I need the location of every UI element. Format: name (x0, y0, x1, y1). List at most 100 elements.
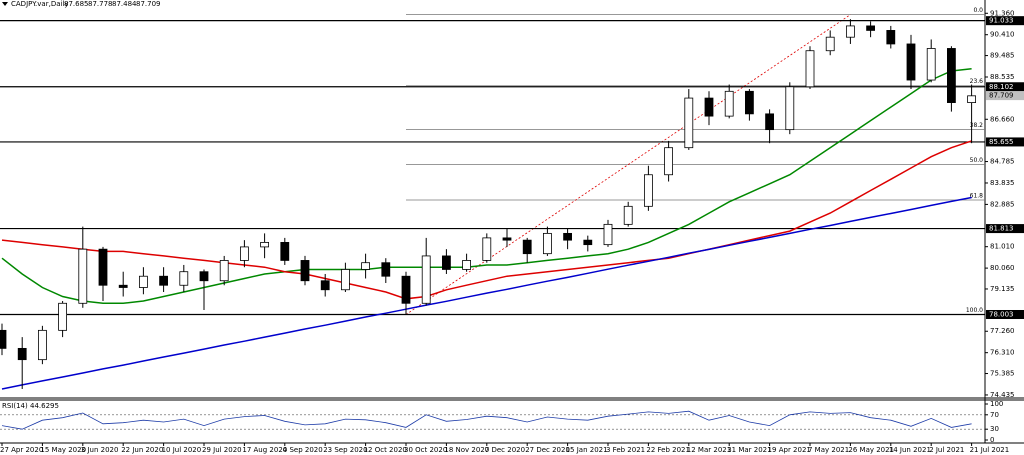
candle-body (886, 30, 896, 45)
price-line-label: 91.033 (989, 17, 1014, 25)
y-tick-label: 75.385 (990, 370, 1015, 378)
candle-body (502, 237, 512, 241)
x-tick-label: 29 Jul 2020 (202, 446, 242, 454)
rsi-value: 44.6295 (30, 402, 59, 410)
fib-label: 61.8 (970, 193, 984, 200)
candle-body (947, 48, 956, 103)
candle-body (401, 275, 411, 304)
rsi-tick-label: 0 (990, 436, 994, 444)
x-tick-label: 7 Dec 2020 (485, 446, 525, 454)
x-tick-label: 23 Sep 2020 (323, 446, 367, 454)
rsi-line (1, 410, 972, 430)
candle-body (623, 205, 633, 225)
y-tick-label: 90.410 (990, 31, 1015, 39)
x-tick-label: 7 May 2021 (808, 446, 849, 454)
price-line-label: 81.813 (989, 225, 1014, 233)
candle-body (381, 262, 391, 277)
y-tick-label: 79.135 (990, 285, 1015, 293)
rsi-title: RSI(14) (2, 402, 28, 410)
candle-body (58, 302, 67, 331)
candle-body (38, 329, 47, 361)
price-box (986, 137, 1024, 147)
candle-body (482, 237, 492, 261)
indicator-line (1, 196, 972, 390)
symbol: CADJPY.var,Daily (11, 0, 69, 8)
x-tick-label: 2 Jul 2021 (929, 446, 964, 454)
y-tick-label: 88.535 (990, 73, 1015, 81)
close: 87.709 (136, 0, 161, 8)
x-tick-label: 3 Feb 2021 (606, 446, 645, 454)
candle-body (684, 97, 694, 149)
candle-body (745, 90, 754, 115)
x-tick-label: 12 Oct 2020 (364, 446, 407, 454)
candle-body (78, 248, 88, 304)
x-tick-label: 3 Jun 2020 (81, 446, 119, 454)
x-tick-label: 26 May 2021 (848, 446, 894, 454)
candle-body (906, 43, 916, 81)
candle-body (179, 271, 189, 286)
candle-body (138, 275, 148, 288)
x-tick-label: 31 Mar 2021 (727, 446, 771, 454)
x-tick-label: 15 May 2020 (40, 446, 86, 454)
x-tick-label: 27 Dec 2020 (525, 446, 570, 454)
candle-body (199, 271, 209, 282)
candle-body (765, 113, 774, 131)
x-tick-label: 4 Sep 2020 (283, 446, 323, 454)
y-tick-label: 91.360 (990, 9, 1015, 17)
candle-body (159, 275, 169, 286)
candle-body (664, 147, 673, 176)
candle-body (462, 260, 472, 270)
last-price-box (986, 91, 1024, 101)
y-tick-label: 76.310 (990, 349, 1015, 357)
price-line-label: 78.003 (989, 310, 1014, 318)
candle-body (704, 97, 714, 117)
candle-body (118, 284, 128, 288)
y-tick-label: 83.835 (990, 179, 1015, 187)
y-tick-label: 89.485 (990, 52, 1015, 60)
y-tick-label: 86.660 (990, 115, 1015, 123)
y-tick-label: 81.010 (990, 243, 1015, 251)
candle-body (219, 260, 229, 282)
fib-label: 38.2 (970, 122, 984, 129)
candle-body (98, 248, 108, 286)
y-tick-label: 80.060 (990, 264, 1015, 272)
x-tick-label: 15 Jan 2021 (566, 446, 608, 454)
rsi-tick-label: 100 (990, 400, 1003, 408)
candle-body (603, 223, 613, 246)
price-box (986, 224, 1024, 234)
candle-body (239, 246, 249, 261)
candle-body (300, 260, 310, 282)
price-box (986, 16, 1024, 26)
x-tick-label: 18 Nov 2020 (444, 446, 489, 454)
candle-body (522, 239, 532, 255)
candle-body (543, 232, 552, 255)
price-box (986, 309, 1024, 319)
menu-arrow[interactable] (2, 2, 8, 6)
indicator-line (1, 68, 972, 305)
low: 87.484 (112, 0, 137, 8)
x-tick-label: 22 Feb 2021 (646, 446, 690, 454)
candle-body (846, 25, 855, 38)
x-tick-label: 22 Jun 2020 (121, 446, 163, 454)
last-price-label: 87.709 (989, 92, 1014, 100)
candle-body (825, 36, 835, 52)
x-tick-label: 19 Apr 2021 (768, 446, 811, 454)
y-tick-label: 82.885 (990, 200, 1015, 208)
candle-body (260, 241, 270, 248)
fib-label: 50.0 (970, 157, 984, 164)
candle-body (0, 329, 7, 349)
fib-label: 23.6 (970, 78, 984, 85)
y-tick-label: 74.435 (990, 391, 1015, 399)
rsi-tick-label: 70 (990, 411, 999, 419)
x-tick-label: 21 Jul 2021 (970, 446, 1010, 454)
candle-body (280, 241, 290, 261)
candle-body (967, 95, 976, 103)
fib-label: 100.0 (966, 307, 983, 314)
x-tick-label: 14 Jun 2021 (889, 446, 931, 454)
candle-body (583, 239, 593, 246)
candle-body (644, 174, 653, 207)
x-tick-label: 30 Oct 2020 (404, 446, 447, 454)
indicator-line (1, 140, 972, 300)
candle-body (421, 255, 431, 304)
x-tick-label: 12 Mar 2021 (687, 446, 731, 454)
